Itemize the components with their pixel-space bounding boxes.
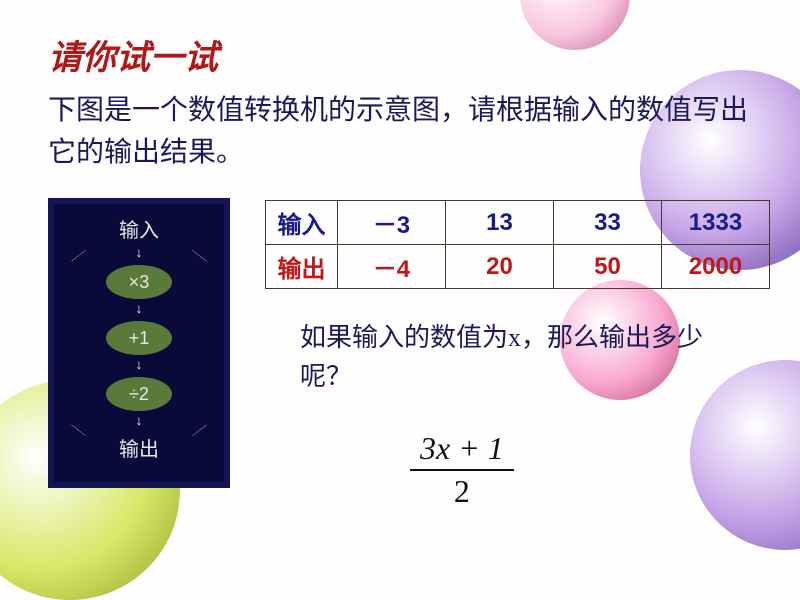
bracket-icon	[71, 425, 207, 436]
table-row: 输入 －3 13 33 1333	[266, 201, 770, 245]
table-header-input: 输入	[266, 201, 338, 245]
table-header-output: 输出	[266, 245, 338, 289]
question-text: 如果输入的数值为x，那么输出多少呢？	[300, 318, 730, 396]
bubble-decoration	[520, 0, 630, 50]
page-title: 请你试一试	[48, 30, 218, 79]
table-cell: 2000	[662, 245, 770, 289]
diagram-output-label: 输出	[119, 433, 159, 462]
table-cell: 1333	[662, 201, 770, 245]
formula-numerator: 3x + 1	[410, 430, 514, 471]
arrow-down-icon: ↓	[136, 359, 143, 373]
formula-denominator: 2	[410, 471, 514, 510]
diagram-op: +1	[106, 321, 172, 355]
diagram-op: ×3	[106, 265, 172, 299]
table-cell: －4	[338, 245, 446, 289]
table-cell: 33	[554, 201, 662, 245]
diagram-input-label: 输入	[119, 214, 159, 243]
formula: 3x + 1 2	[410, 430, 514, 510]
table-cell: 13	[446, 201, 554, 245]
flowchart-diagram: 输入 ↓ ×3↓+1↓÷2↓ 输出	[48, 198, 230, 488]
problem-text: 下图是一个数值转换机的示意图，请根据输入的数值写出它的输出结果。	[48, 90, 748, 174]
bracket-icon	[71, 250, 207, 261]
diagram-op: ÷2	[106, 377, 172, 411]
io-table: 输入 －3 13 33 1333 输出 －4 20 50 2000	[265, 200, 770, 289]
table-row: 输出 －4 20 50 2000	[266, 245, 770, 289]
table-cell: －3	[338, 201, 446, 245]
table-cell: 20	[446, 245, 554, 289]
arrow-down-icon: ↓	[136, 303, 143, 317]
table-cell: 50	[554, 245, 662, 289]
